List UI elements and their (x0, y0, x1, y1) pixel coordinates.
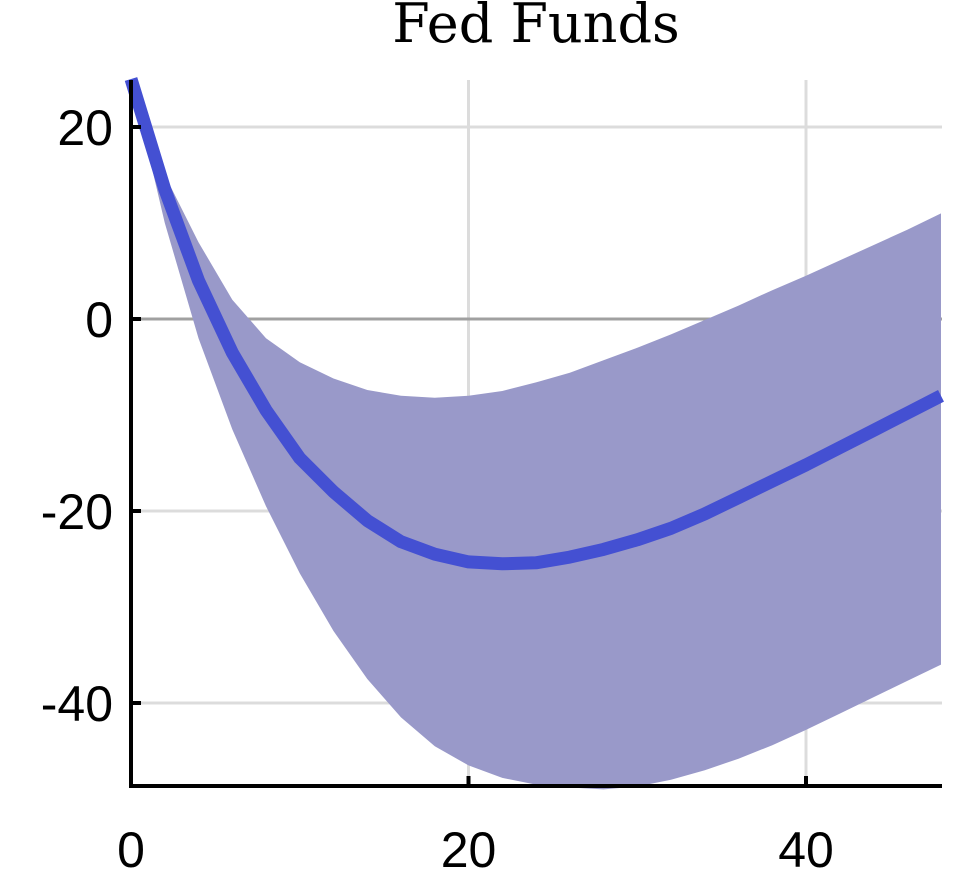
y-tick-labels: 20 0 -20 -40 (41, 100, 113, 732)
confidence-band (131, 79, 941, 790)
confidence-band-layer (131, 79, 941, 790)
x-tick-label-40: 40 (778, 822, 834, 878)
chart-title: Fed Funds (392, 0, 680, 55)
response-line-layer (124, 77, 944, 571)
response-line (124, 77, 944, 571)
y-tick-label--40: -40 (41, 676, 113, 732)
x-tick-label-0: 0 (117, 822, 145, 878)
axes (129, 80, 942, 788)
y-tick-label-0: 0 (85, 292, 113, 348)
y-tick-label--20: -20 (41, 484, 113, 540)
y-tick-label-20: 20 (57, 100, 113, 156)
x-tick-labels: 0 20 40 (117, 822, 834, 878)
x-tick-label-20: 20 (441, 822, 497, 878)
